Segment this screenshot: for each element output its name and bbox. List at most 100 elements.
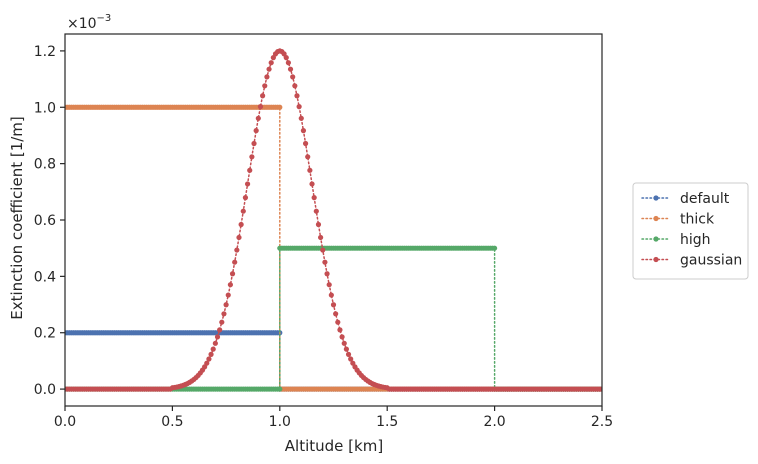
series-gaussian xyxy=(65,48,602,392)
data-point-gaussian xyxy=(315,221,322,228)
series-line-default xyxy=(65,331,602,390)
legend-marker-gaussian xyxy=(653,256,659,263)
data-point-gaussian xyxy=(251,140,257,147)
data-point-thick xyxy=(277,104,283,110)
data-point-gaussian xyxy=(206,356,212,362)
data-point-high xyxy=(277,386,283,392)
series-high xyxy=(65,245,602,392)
legend-marker-default xyxy=(653,195,659,201)
data-point-gaussian xyxy=(238,221,244,228)
y-scale-multiplier: ×10−3 xyxy=(67,13,111,32)
data-point-gaussian xyxy=(249,154,255,160)
data-point-gaussian xyxy=(322,259,328,265)
data-point-gaussian xyxy=(326,282,332,288)
data-point-gaussian xyxy=(285,60,291,66)
x-tick-label: 1.5 xyxy=(376,414,398,430)
data-point-gaussian xyxy=(333,311,339,317)
legend-label-thick: thick xyxy=(680,212,715,228)
data-point-gaussian xyxy=(217,327,223,333)
y-tick-label: 0.8 xyxy=(34,157,56,173)
data-point-gaussian xyxy=(324,271,330,277)
plot-area xyxy=(65,48,602,392)
data-point-gaussian xyxy=(240,208,246,214)
x-tick-label: 1.0 xyxy=(269,414,291,430)
data-point-gaussian xyxy=(212,340,218,346)
data-point-gaussian xyxy=(242,195,249,201)
data-point-gaussian xyxy=(283,55,289,61)
data-point-gaussian xyxy=(204,360,210,366)
x-tick-label: 2.5 xyxy=(591,414,613,430)
y-tick-label: 0.0 xyxy=(34,382,56,398)
data-point-gaussian xyxy=(294,93,300,99)
data-point-gaussian xyxy=(287,66,294,72)
legend-item-default: default xyxy=(641,191,730,207)
x-tick-label: 0.0 xyxy=(54,414,76,430)
data-point-gaussian xyxy=(264,74,270,80)
data-point-gaussian xyxy=(247,167,253,173)
data-point-gaussian xyxy=(268,60,274,66)
data-point-gaussian xyxy=(309,181,315,187)
data-point-gaussian xyxy=(348,356,354,362)
plot-frame xyxy=(64,33,603,407)
data-point-gaussian xyxy=(292,83,298,89)
data-point-gaussian xyxy=(221,311,227,317)
data-point-gaussian xyxy=(302,140,309,147)
data-point-gaussian xyxy=(345,351,352,357)
data-point-gaussian xyxy=(219,319,225,325)
y-axis-label: Extinction coefficient [1/m] xyxy=(8,116,26,320)
data-point-gaussian xyxy=(318,234,324,241)
data-point-gaussian xyxy=(290,74,296,80)
data-point-gaussian xyxy=(262,83,268,89)
data-point-gaussian xyxy=(225,292,231,298)
data-point-gaussian xyxy=(296,104,302,110)
data-point-gaussian xyxy=(229,271,236,277)
legend-item-gaussian: gaussian xyxy=(641,253,742,269)
series-line-gaussian xyxy=(65,50,602,390)
data-point-gaussian xyxy=(313,208,319,214)
legend-frame xyxy=(632,182,749,280)
data-point-gaussian xyxy=(244,181,251,187)
x-axis-label: Altitude [km] xyxy=(285,437,383,455)
legend-item-high: high xyxy=(641,232,711,248)
series-default xyxy=(65,330,602,392)
data-point-high xyxy=(492,245,498,251)
data-point-gaussian xyxy=(223,302,229,308)
data-point-gaussian xyxy=(214,334,221,340)
data-point-gaussian xyxy=(227,282,233,288)
data-point-gaussian xyxy=(311,195,317,201)
y-tick-label: 1.0 xyxy=(34,100,56,116)
legend-label-gaussian: gaussian xyxy=(680,253,742,269)
data-point-gaussian xyxy=(320,247,326,253)
y-tick-label: 1.2 xyxy=(34,44,56,60)
data-point-gaussian xyxy=(257,104,264,110)
data-point-gaussian xyxy=(343,346,349,352)
data-point-gaussian xyxy=(208,351,214,357)
legend-label-default: default xyxy=(680,191,730,207)
data-point-gaussian xyxy=(266,66,272,72)
legend-marker-thick xyxy=(653,215,659,222)
data-point-gaussian xyxy=(335,319,341,325)
data-point-gaussian xyxy=(305,154,311,160)
y-tick-label: 0.6 xyxy=(34,213,56,229)
data-point-gaussian xyxy=(337,327,343,333)
x-tick-label: 0.5 xyxy=(161,414,183,430)
legend-label-high: high xyxy=(680,232,711,248)
series-line-high xyxy=(65,247,602,390)
data-point-gaussian xyxy=(328,292,334,298)
data-point-gaussian xyxy=(307,167,313,173)
data-point-gaussian xyxy=(298,115,304,121)
data-point-gaussian xyxy=(210,346,216,352)
data-point-gaussian xyxy=(300,128,307,134)
legend-marker-high xyxy=(653,236,659,242)
data-point-gaussian xyxy=(232,259,238,265)
data-point-gaussian xyxy=(599,386,602,392)
data-point-gaussian xyxy=(255,115,261,121)
axes: 0.0 0.5 1.0 1.5 2.0 2.5 0.0 0.2 0.4 0.6 0.8 1.0 1.2 xyxy=(34,33,613,430)
data-point-gaussian xyxy=(253,128,259,134)
data-point-gaussian xyxy=(260,93,266,99)
data-point-gaussian xyxy=(236,234,242,241)
data-point-gaussian xyxy=(330,302,337,308)
y-tick-label: 0.4 xyxy=(34,269,56,285)
data-point-gaussian xyxy=(339,334,345,340)
